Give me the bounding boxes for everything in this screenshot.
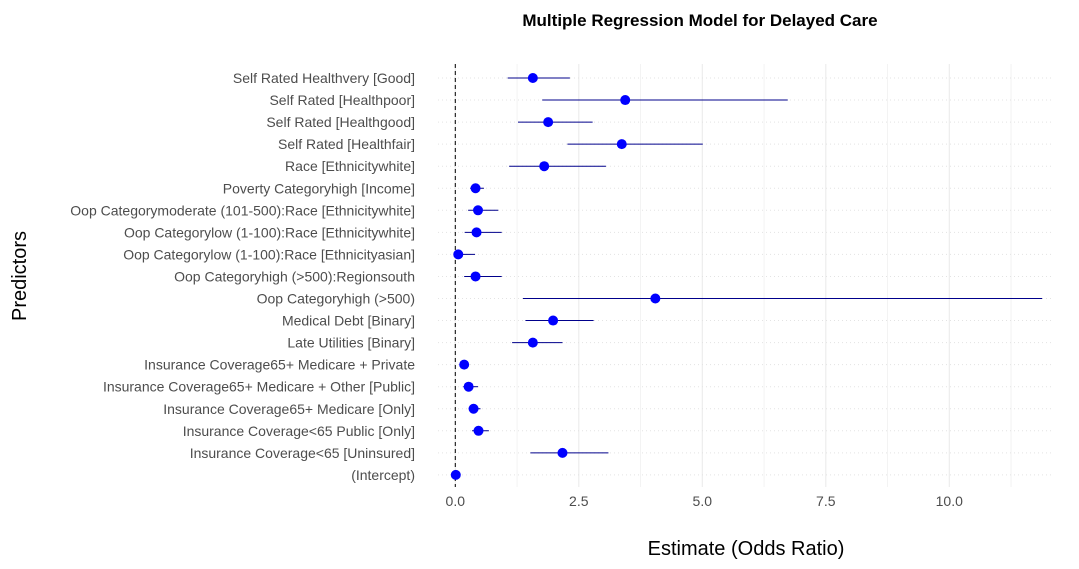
y-tick-label: Insurance Coverage<65 Public [Only] [183, 423, 415, 439]
y-tick-label: Poverty Categoryhigh [Income] [223, 180, 415, 196]
estimate-point [650, 293, 661, 304]
y-tick-label: Oop Categoryhigh (>500) [257, 291, 415, 307]
x-tick-label: 2.5 [569, 493, 589, 509]
y-tick-label: Oop Categorymoderate (101-500):Race [Eth… [70, 202, 415, 218]
y-tick-label: Self Rated [Healthfair] [278, 136, 415, 152]
estimate-point [539, 161, 550, 172]
chart-title: Multiple Regression Model for Delayed Ca… [522, 11, 877, 30]
y-tick-label: Self Rated [Healthpoor] [269, 92, 415, 108]
estimate-point [527, 73, 538, 83]
y-tick-label: Race [Ethnicitywhite] [285, 158, 415, 174]
estimate-points [450, 73, 661, 480]
estimate-point [453, 249, 464, 260]
x-tick-label: 7.5 [816, 493, 836, 509]
estimate-point [468, 403, 479, 414]
estimate-point [620, 95, 631, 106]
x-tick-label: 5.0 [693, 493, 713, 509]
estimate-point [527, 337, 538, 348]
estimate-point [470, 271, 481, 282]
x-tick-label: 0.0 [446, 493, 466, 509]
y-tick-label: Oop Categorylow (1-100):Race [Ethnicityw… [124, 224, 415, 240]
y-tick-label: Insurance Coverage<65 [Uninsured] [190, 445, 415, 461]
y-tick-label: Self Rated [Healthgood] [266, 114, 415, 130]
x-axis-title: Estimate (Odds Ratio) [648, 538, 845, 560]
y-tick-label: Insurance Coverage65+ Medicare + Private [144, 357, 415, 373]
estimate-point [471, 227, 482, 238]
estimate-point [470, 183, 481, 194]
estimate-point [463, 381, 474, 392]
y-tick-label: Oop Categorylow (1-100):Race [Ethnicitya… [123, 246, 415, 262]
y-tick-label: Insurance Coverage65+ Medicare [Only] [163, 401, 415, 417]
y-axis-title: Predictors [9, 231, 31, 321]
y-tick-label: Self Rated Healthvery [Good] [233, 70, 415, 86]
y-tick-labels: Self Rated Healthvery [Good] Self Rated [… [70, 70, 415, 483]
x-tick-labels: 0.0 2.5 5.0 7.5 10.0 [446, 493, 964, 509]
grid-lines [438, 64, 1053, 487]
estimate-point [473, 205, 484, 216]
y-tick-label: Late Utilities [Binary] [287, 335, 415, 351]
estimate-point [548, 315, 559, 326]
estimate-point [543, 117, 554, 128]
estimate-point [473, 425, 484, 436]
y-tick-label: (Intercept) [351, 467, 415, 483]
y-tick-label: Oop Categoryhigh (>500):Regionsouth [174, 268, 415, 284]
estimate-point [459, 359, 470, 370]
estimate-point [557, 447, 568, 458]
y-tick-label: Medical Debt [Binary] [282, 313, 415, 329]
estimate-point [616, 139, 627, 150]
y-tick-label: Insurance Coverage65+ Medicare + Other [… [103, 379, 415, 395]
x-tick-label: 10.0 [936, 493, 963, 509]
estimate-point [450, 469, 461, 480]
